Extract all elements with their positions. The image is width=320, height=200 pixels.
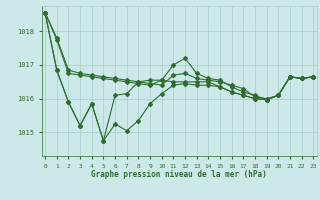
X-axis label: Graphe pression niveau de la mer (hPa): Graphe pression niveau de la mer (hPa): [91, 170, 267, 179]
